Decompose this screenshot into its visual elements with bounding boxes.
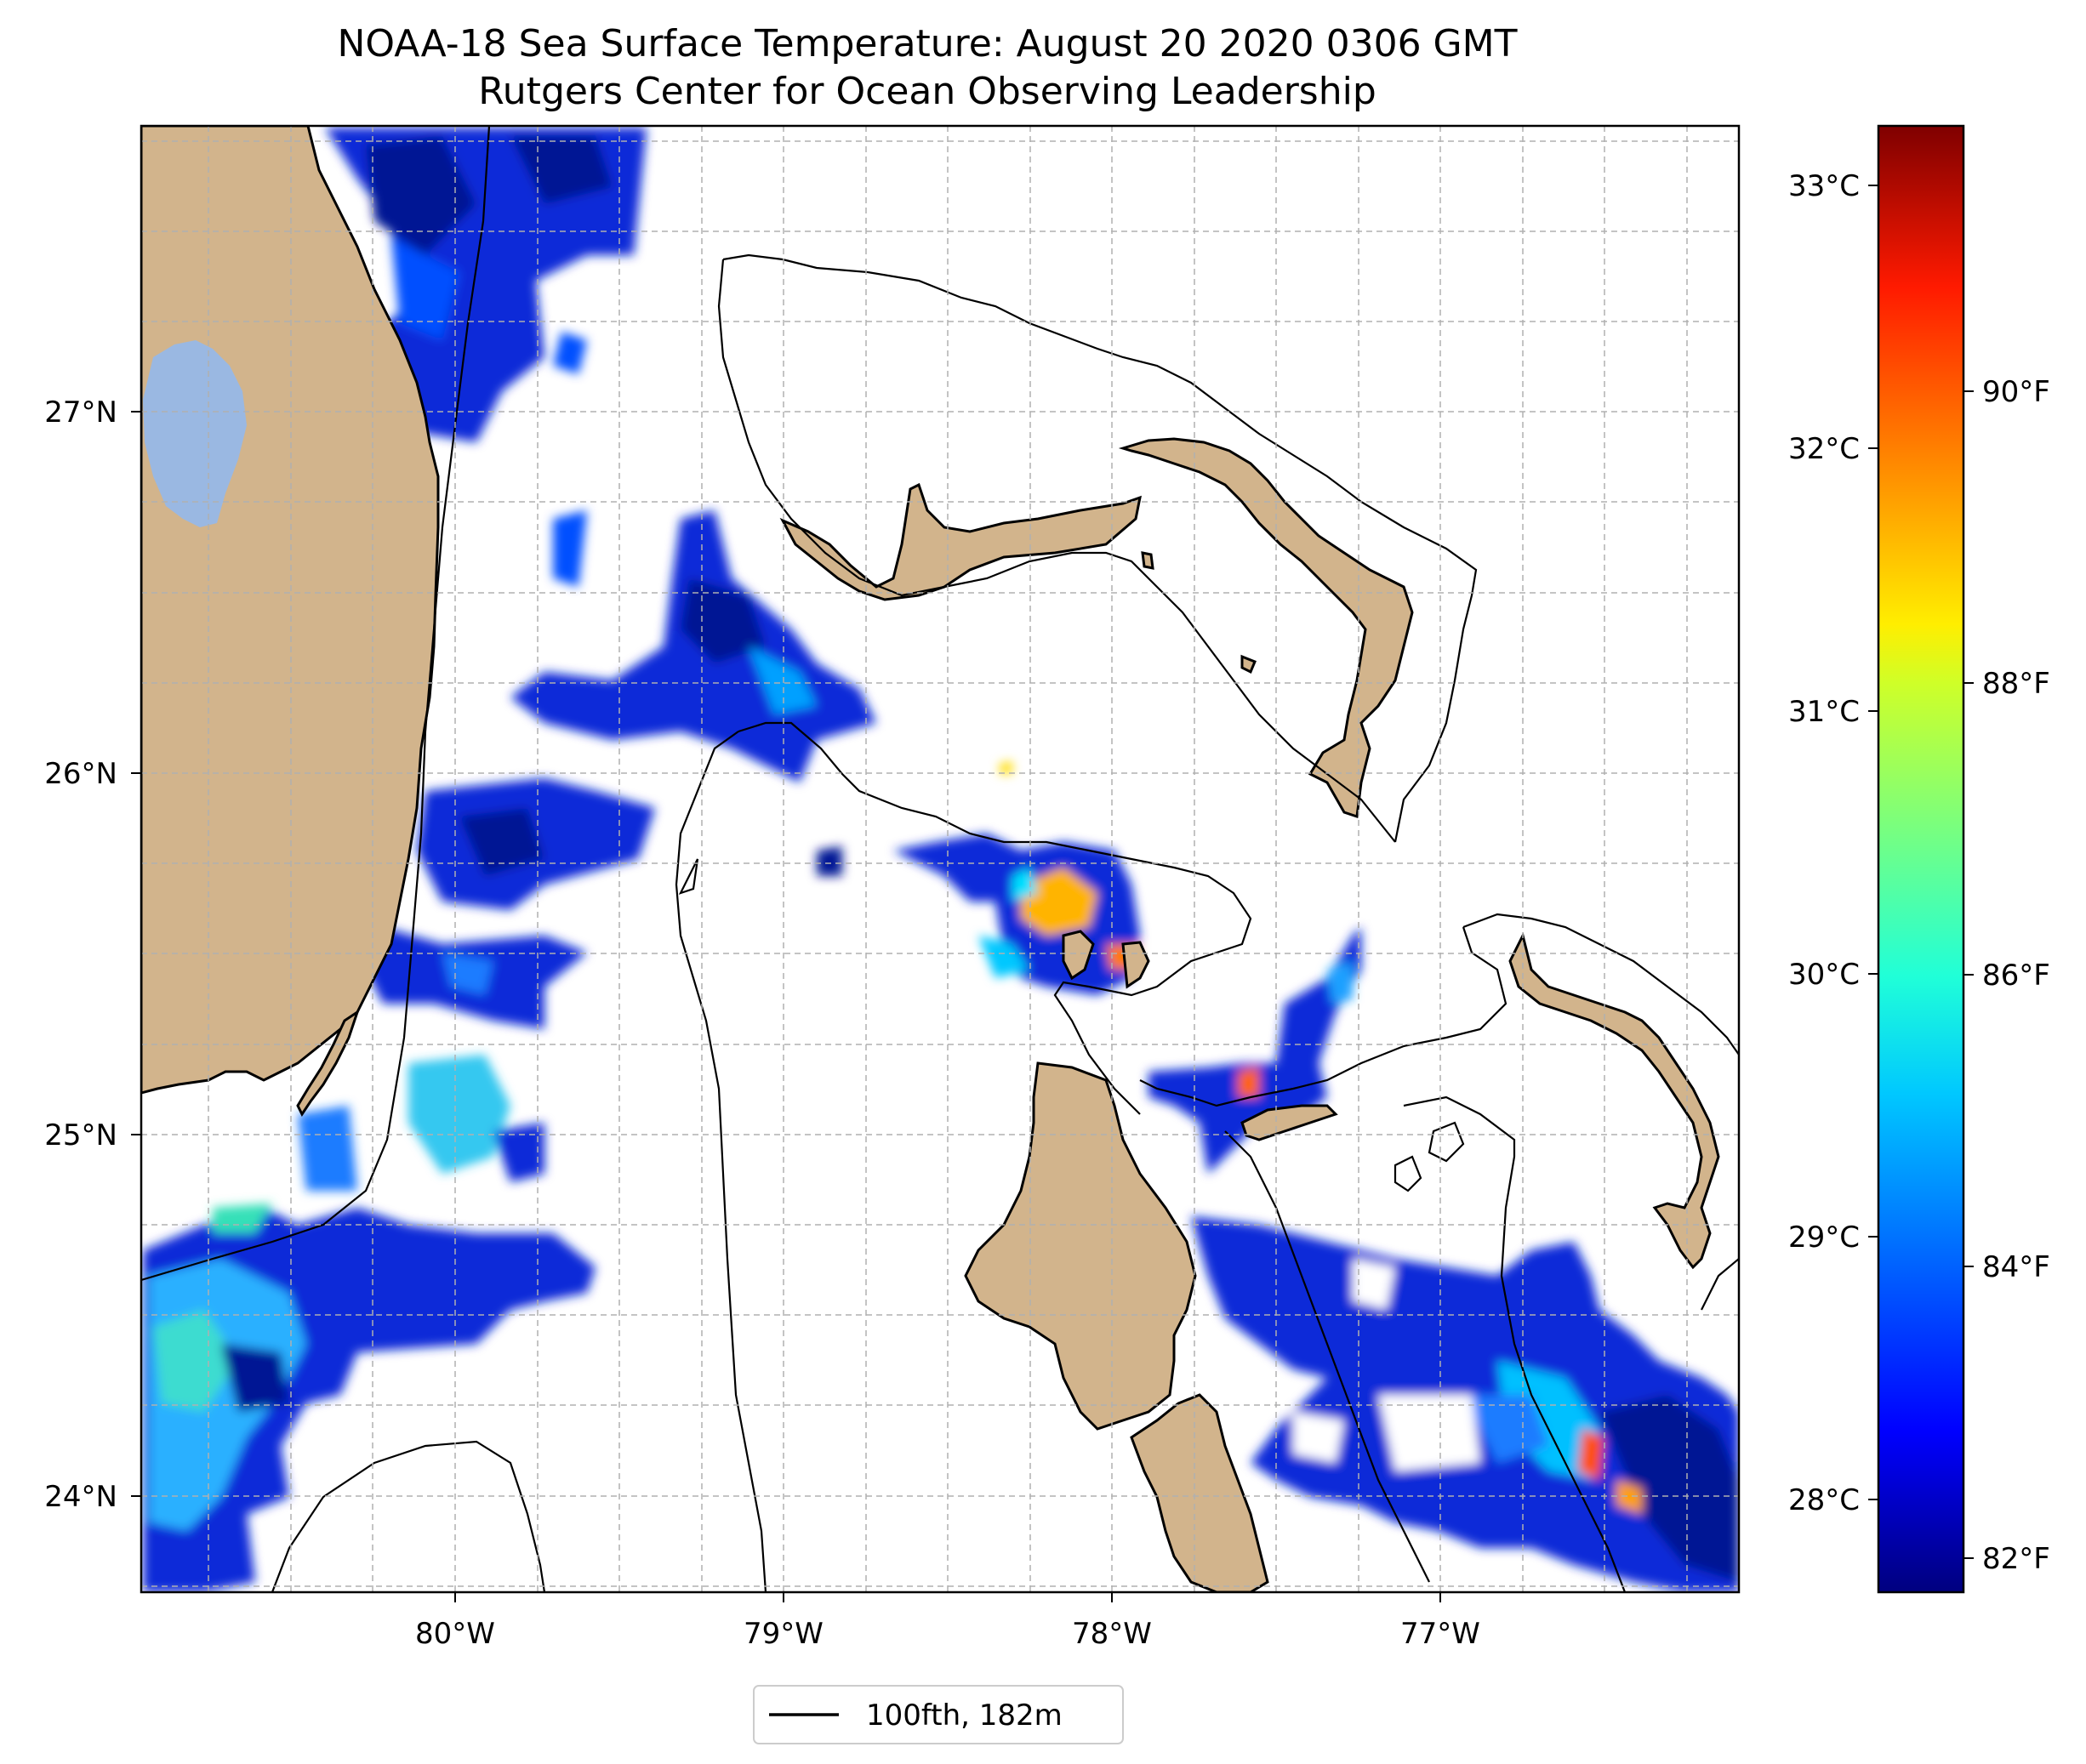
y-tick-label: 24°N [44,1480,117,1514]
map-frame [140,124,1741,1594]
colorbar-celsius-label: 33°C [1788,169,1860,203]
legend: 100fth, 182m [753,1685,1124,1744]
y-tick-label: 25°N [44,1118,117,1152]
lake-okeechobee [143,340,247,527]
colorbar-fahrenheit-label: 88°F [1982,667,2050,701]
colorbar-fahrenheit-label: 86°F [1982,959,2050,993]
legend-label: 100fth, 182m [866,1699,1063,1733]
new-providence-island [1240,1104,1338,1141]
y-tick-label: 26°N [44,757,117,791]
x-tick-label: 77°W [1400,1617,1480,1651]
grand-bahama-cay [1141,551,1154,570]
colorbar-celsius-label: 30°C [1788,958,1860,992]
abaco-cay [1240,654,1257,674]
eleuthera-island [1508,931,1720,1270]
colorbar-fahrenheit-label: 84°F [1982,1250,2050,1284]
colorbar-fahrenheit-label: 82°F [1982,1542,2050,1576]
colorbar-celsius-label: 28°C [1788,1483,1860,1517]
colorbar-celsius-label: 32°C [1788,432,1860,466]
andros-island [964,1061,1197,1431]
map-gridlines [141,126,1739,1592]
x-tick-label: 80°W [415,1617,495,1651]
map-plot-area [141,126,1739,1592]
colorbar-gradient [1877,124,1965,1594]
florida-keys [296,1009,360,1117]
isobath-contours [141,126,1739,1592]
x-tick-label: 79°W [744,1617,824,1651]
chart-title: NOAA-18 Sea Surface Temperature: August … [338,22,1518,65]
legend-box [753,1685,1124,1744]
x-tick-label: 78°W [1072,1617,1152,1651]
colorbar-celsius-label: 29°C [1788,1221,1860,1255]
andros-south [1130,1393,1269,1592]
colorbar-fahrenheit-label: 90°F [1982,375,2050,409]
chart-subtitle: Rutgers Center for Ocean Observing Leade… [478,70,1376,113]
grand-bahama-island [779,482,1142,601]
berry-islands [1062,930,1150,989]
colorbar: 33°C 32°C 31°C 30°C 29°C 28°C 90°F 88°F … [1788,124,2050,1594]
colorbar-celsius-label: 31°C [1788,695,1860,729]
axis-tick-marks [131,411,1441,1602]
y-tick-label: 27°N [44,395,117,430]
